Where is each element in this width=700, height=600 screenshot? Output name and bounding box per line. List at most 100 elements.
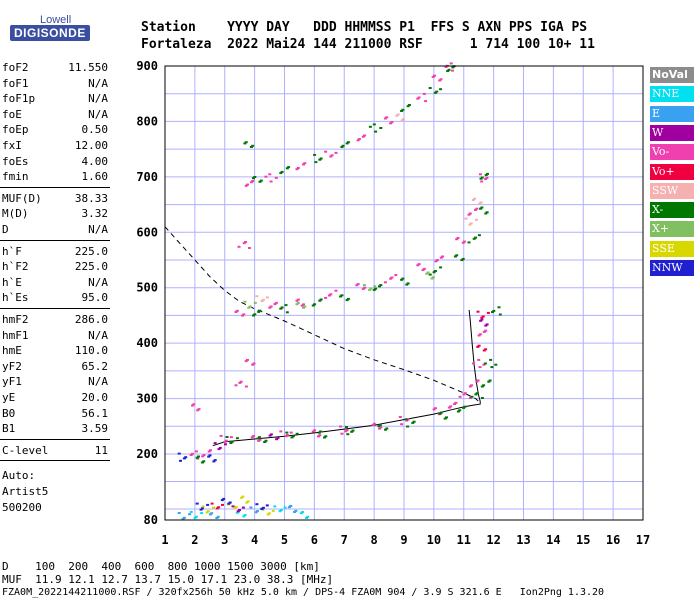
x-tick-label: 17 xyxy=(636,533,650,547)
echo-point-nnw xyxy=(182,457,186,460)
echo-point-x- xyxy=(447,68,451,71)
echo-point-vo- xyxy=(197,408,201,411)
echo-point-x- xyxy=(351,429,355,432)
echo-point-nne xyxy=(299,512,303,515)
echo-point-x- xyxy=(439,88,443,91)
echo-point-vo- xyxy=(344,430,348,433)
param-key: h`F xyxy=(2,244,22,258)
echo-point-vo- xyxy=(273,303,277,306)
echo-point-x- xyxy=(428,87,432,89)
param-value: N/A xyxy=(88,328,108,342)
param-value: 225.0 xyxy=(74,244,108,258)
echo-point-vo- xyxy=(303,162,307,165)
echo-point-nnw xyxy=(200,507,204,510)
echo-point-x- xyxy=(407,104,411,106)
y-tick-label: 300 xyxy=(136,392,158,406)
echo-point-vo- xyxy=(202,454,206,457)
echo-point-w xyxy=(485,323,489,326)
echo-point-ssw xyxy=(479,201,483,204)
echo-point-x- xyxy=(243,300,247,303)
echo-point-x- xyxy=(318,158,322,161)
echo-point-x- xyxy=(400,278,404,281)
echo-point-vo- xyxy=(390,121,394,124)
echo-point-nnw xyxy=(220,499,224,502)
echo-point-x- xyxy=(285,431,289,434)
echo-point-vo- xyxy=(458,395,462,398)
echo-point-vo- xyxy=(296,298,300,301)
echo-point-vo- xyxy=(345,429,349,432)
echo-point-nne xyxy=(189,510,193,513)
legend-nne: NNE xyxy=(650,86,694,103)
echo-point-nnw xyxy=(227,502,231,505)
echo-point-vo- xyxy=(431,75,435,78)
echo-point-x- xyxy=(258,180,262,183)
legend-vo-: Vo+ xyxy=(650,163,694,180)
echo-point-nnw xyxy=(222,497,226,500)
echo-point-nnw xyxy=(260,508,264,510)
echo-point-vo- xyxy=(300,304,304,307)
echo-point-ssw xyxy=(265,296,269,299)
param-key: foF1p xyxy=(2,92,36,106)
echo-point-x- xyxy=(230,440,234,443)
echo-point-x- xyxy=(257,310,261,313)
echo-point-x- xyxy=(489,358,493,361)
echo-point-vo- xyxy=(478,173,482,176)
echo-point-x- xyxy=(373,285,377,288)
echo-point-ssw xyxy=(478,202,482,205)
echo-point-x- xyxy=(372,288,376,291)
echo-point-ssw xyxy=(396,113,400,116)
param-value: N/A xyxy=(88,76,108,90)
x-tick-label: 1 xyxy=(161,533,168,547)
param-separator xyxy=(0,460,110,462)
echo-point-x- xyxy=(475,392,479,395)
echo-point-vo- xyxy=(219,434,223,437)
echo-point-vo- xyxy=(242,242,246,245)
echo-point-x- xyxy=(379,284,383,287)
echo-point-vo- xyxy=(244,184,248,187)
echo-point-e xyxy=(181,518,185,520)
echo-point-ssw xyxy=(260,300,264,302)
echo-point-vo- xyxy=(334,151,338,154)
file-info-row: FZA0M_2022144211000.RSF / 320fx256h 50 k… xyxy=(2,587,605,598)
echo-point-x- xyxy=(350,430,354,433)
param-hmf2: hmF2 286.0 xyxy=(2,312,108,327)
echo-point-ssw xyxy=(473,197,477,200)
echo-point-vo- xyxy=(201,455,205,458)
param-yf2: yF2 65.2 xyxy=(2,359,108,374)
echo-point-x- xyxy=(291,435,295,438)
param-key: h`F2 xyxy=(2,260,29,274)
echo-point-e xyxy=(208,513,212,516)
echo-point-x- xyxy=(280,170,284,173)
echo-point-vo- xyxy=(311,430,315,433)
echo-point-x- xyxy=(498,313,502,316)
param-separator xyxy=(0,186,110,188)
echo-point-x- xyxy=(462,406,466,409)
echo-point-x- xyxy=(426,271,430,274)
echo-point-sse xyxy=(246,500,250,503)
echo-point-x- xyxy=(324,435,328,438)
echo-point-nne xyxy=(301,511,305,513)
echo-point-x- xyxy=(484,174,488,177)
header-values-row: Fortaleza 2022 Mai24 144 211000 RSF 1 71… xyxy=(141,37,595,52)
echo-point-vo- xyxy=(257,439,261,442)
echo-point-sse xyxy=(233,507,237,510)
param-hme: hmE 110.0 xyxy=(2,343,108,358)
echo-point-x- xyxy=(287,166,291,169)
echo-point-x- xyxy=(253,313,257,316)
echo-point-vo- xyxy=(229,436,233,439)
echo-point-e xyxy=(289,505,293,507)
echo-point-w xyxy=(480,318,484,321)
echo-point-vo- xyxy=(449,405,453,408)
param-key: C-level xyxy=(2,443,49,457)
echo-point-x- xyxy=(406,425,410,428)
param-yf1: yF1 N/A xyxy=(2,374,108,389)
param-key: MUF(D) xyxy=(2,191,42,205)
echo-point-x- xyxy=(229,442,233,444)
echo-point-x- xyxy=(406,282,410,285)
echo-point-x- xyxy=(480,176,484,179)
echo-point-x- xyxy=(460,259,464,262)
param-value: 3.32 xyxy=(81,207,109,221)
echo-point-x- xyxy=(443,417,447,420)
echo-point-e xyxy=(177,512,181,514)
echo-point-vo- xyxy=(329,293,333,296)
